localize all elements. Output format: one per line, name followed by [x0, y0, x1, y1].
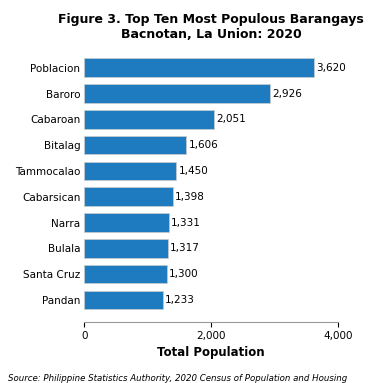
Bar	[84, 110, 214, 129]
Text: 3,620: 3,620	[316, 63, 346, 73]
Bar	[84, 291, 162, 309]
Bar	[84, 213, 169, 232]
Title: Figure 3. Top Ten Most Populous Barangays
Bacnotan, La Union: 2020: Figure 3. Top Ten Most Populous Barangay…	[58, 13, 364, 41]
Bar	[84, 59, 314, 77]
Text: 1,398: 1,398	[175, 192, 205, 202]
Text: 1,317: 1,317	[170, 243, 200, 253]
Text: 2,926: 2,926	[272, 88, 302, 98]
Bar	[84, 239, 168, 258]
Text: Source: Philippine Statistics Authority, 2020 Census of Population and Housing: Source: Philippine Statistics Authority,…	[8, 374, 347, 383]
Text: 2,051: 2,051	[217, 115, 247, 124]
Text: 1,300: 1,300	[169, 269, 199, 279]
Text: 1,606: 1,606	[189, 140, 218, 150]
Bar	[84, 162, 176, 180]
Bar	[84, 84, 270, 103]
Text: 1,331: 1,331	[171, 218, 201, 228]
Bar	[84, 187, 173, 206]
Text: 1,450: 1,450	[179, 166, 208, 176]
Text: 1,233: 1,233	[165, 295, 195, 305]
Bar	[84, 136, 186, 154]
Bar	[84, 265, 167, 283]
X-axis label: Total Population: Total Population	[157, 345, 265, 358]
